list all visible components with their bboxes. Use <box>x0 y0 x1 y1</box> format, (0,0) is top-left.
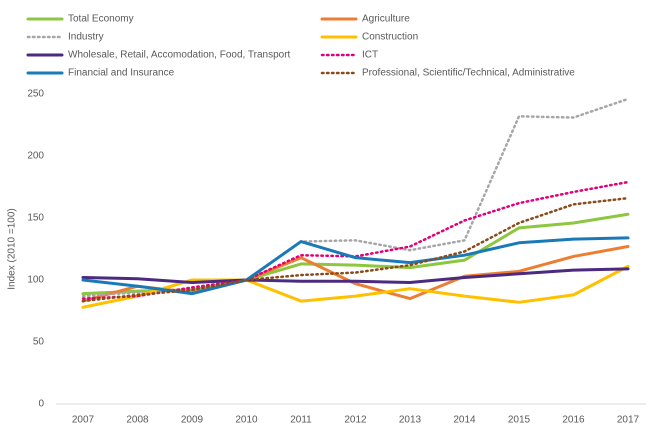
series-line <box>81 196 630 303</box>
legend-label: Professional, Scientific/Technical, Admi… <box>362 68 575 79</box>
x-tick-label: 2010 <box>235 415 258 426</box>
x-tick-label: 2015 <box>508 415 531 426</box>
legend-label: ICT <box>362 50 378 61</box>
series-line <box>81 267 630 284</box>
x-tick-label: 2008 <box>126 415 149 426</box>
y-tick-label: 150 <box>27 213 44 224</box>
y-tick-label: 0 <box>38 399 44 410</box>
x-tick-label: 2009 <box>181 415 204 426</box>
x-tick-label: 2012 <box>344 415 367 426</box>
legend-label: Total Economy <box>68 14 134 25</box>
x-tick-label: 2011 <box>290 415 312 426</box>
legend-label: Financial and Insurance <box>68 68 175 79</box>
legend-label: Agriculture <box>362 14 410 25</box>
x-tick-label: 2007 <box>72 415 95 426</box>
series-line <box>81 264 630 309</box>
y-axis-label: Index (2010 =100) <box>7 208 18 289</box>
y-tick-label: 100 <box>27 275 44 286</box>
x-tick-label: 2017 <box>617 415 640 426</box>
x-tick-label: 2014 <box>453 415 476 426</box>
y-tick-label: 200 <box>27 151 44 162</box>
legend-label: Construction <box>362 32 418 43</box>
y-tick-label: 50 <box>33 337 45 348</box>
x-tick-label: 2016 <box>562 415 585 426</box>
y-tick-label: 250 <box>27 89 44 100</box>
legend-label: Industry <box>68 32 104 43</box>
legend-label: Wholesale, Retail, Accomodation, Food, T… <box>68 50 291 61</box>
x-tick-label: 2013 <box>399 415 422 426</box>
